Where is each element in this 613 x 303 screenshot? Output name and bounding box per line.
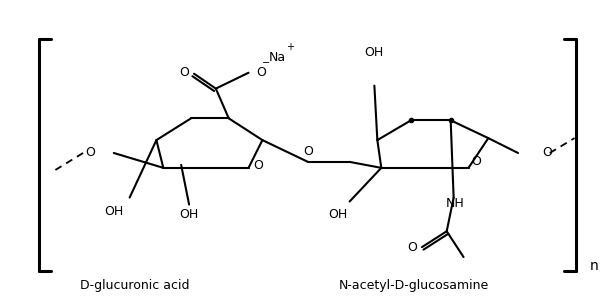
Text: Na: Na <box>268 52 286 64</box>
Text: O: O <box>179 66 189 79</box>
Text: O: O <box>407 241 417 254</box>
Text: OH: OH <box>328 208 348 221</box>
Text: O: O <box>256 66 266 79</box>
Text: D-glucuronic acid: D-glucuronic acid <box>80 279 189 292</box>
Text: O: O <box>471 155 481 168</box>
Text: OH: OH <box>365 46 384 59</box>
Text: OH: OH <box>180 208 199 221</box>
Text: N-acetyl-D-glucosamine: N-acetyl-D-glucosamine <box>339 279 489 292</box>
Text: O: O <box>542 146 552 159</box>
Text: O: O <box>254 159 264 172</box>
Text: n: n <box>589 259 598 273</box>
Text: OH: OH <box>104 205 123 218</box>
Text: +: + <box>286 42 294 52</box>
Text: NH: NH <box>446 197 465 210</box>
Text: −: − <box>262 58 270 68</box>
Text: O: O <box>85 146 95 159</box>
Text: O: O <box>303 145 313 158</box>
